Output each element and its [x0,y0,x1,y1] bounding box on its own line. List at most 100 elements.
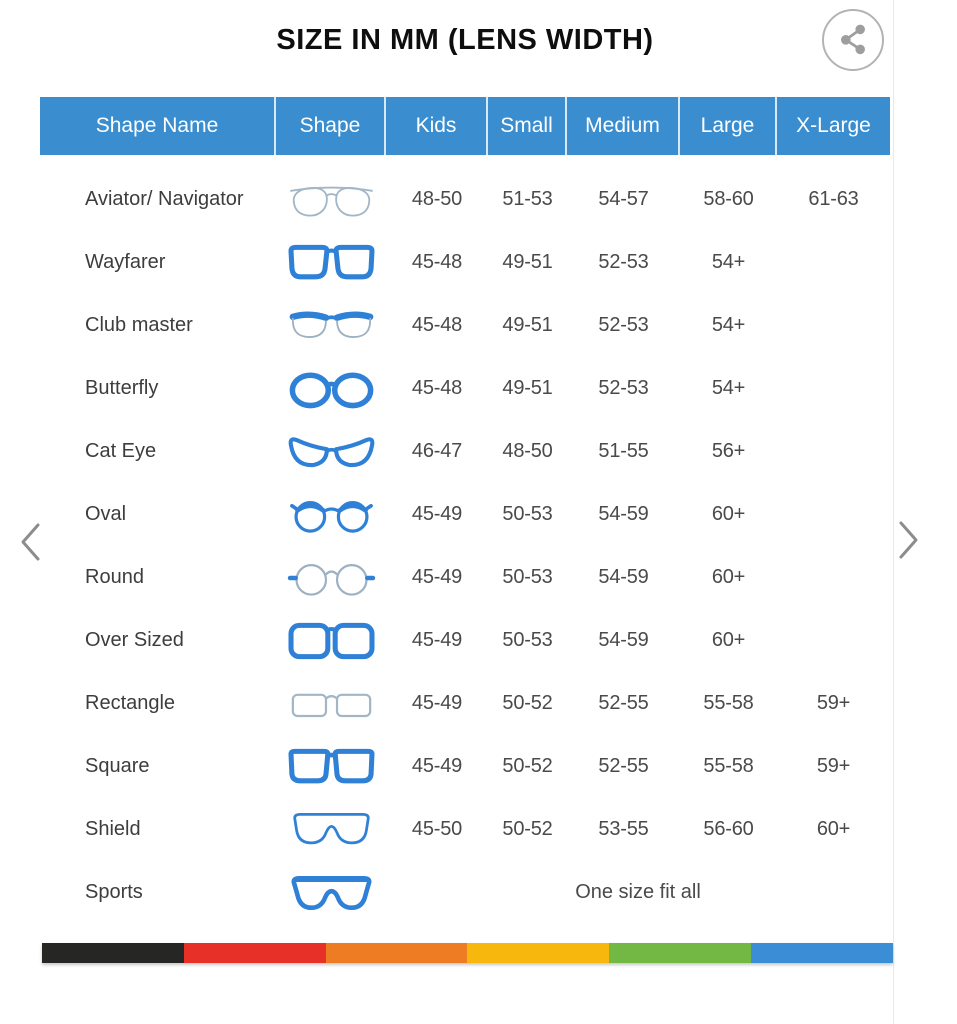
column-header-kids: Kids [386,97,488,155]
square-glasses-icon [276,735,386,798]
slide-divider [893,0,894,1024]
chevron-left-icon [17,521,43,566]
xlarge-value [777,357,890,420]
table-row: Shield 45-50 50-52 53-55 56-60 60+ [40,798,890,861]
small-value: 50-53 [502,503,553,525]
carousel-prev-button[interactable] [13,521,47,565]
chevron-right-icon [896,519,922,564]
rectangle-glasses-icon [276,672,386,735]
share-button[interactable] [822,9,884,71]
kids-value: 45-48 [411,251,463,273]
round-glasses-icon [276,546,386,609]
column-header-shape-name: Shape Name [40,97,276,155]
butterfly-glasses-icon [276,357,386,420]
medium-value: 54-59 [598,629,649,651]
large-value: 60+ [711,566,746,588]
kids-value: 48-50 [411,188,463,210]
small-value: 49-51 [502,251,553,273]
medium-value: 52-53 [598,251,649,273]
aviator-glasses-icon [276,168,386,231]
kids-value: 45-48 [411,377,463,399]
color-bar-segment [609,943,752,963]
large-value: 54+ [711,251,746,273]
large-value: 54+ [711,314,746,336]
shield-glasses-icon [276,798,386,861]
xlarge-value: 59+ [816,755,851,777]
small-value: 50-52 [502,755,553,777]
table-row: Over Sized 45-49 50-53 54-59 60+ [40,609,890,672]
xlarge-value: 61-63 [808,188,859,210]
table-header-row: Shape Name Shape Kids Small Medium Large… [40,97,890,155]
xlarge-value [777,231,890,294]
small-value: 50-53 [502,566,553,588]
large-value: 56-60 [703,818,754,840]
one-size-note: One size fit all [575,881,701,903]
medium-value: 52-55 [598,692,649,714]
table-row: Wayfarer 45-48 49-51 52-53 54+ [40,231,890,294]
small-value: 50-52 [502,692,553,714]
xlarge-value [777,546,890,609]
shape-name: Aviator/ Navigator [85,188,244,210]
shape-name: Oval [85,503,127,525]
column-header-medium: Medium [567,97,680,155]
shape-name: Rectangle [85,692,176,714]
table-row: Club master 45-48 49-51 52-53 54+ [40,294,890,357]
kids-value: 45-49 [411,566,463,588]
shape-name: Sports [85,881,143,903]
shape-name: Wayfarer [85,251,166,273]
table-row: Round 45-49 50-53 54-59 60+ [40,546,890,609]
large-value: 55-58 [703,755,754,777]
small-value: 50-53 [502,629,553,651]
oversized-glasses-icon [276,609,386,672]
kids-value: 45-49 [411,629,463,651]
color-bar-segment [42,943,184,963]
table-row: Oval 45-49 50-53 54-59 60+ [40,483,890,546]
large-value: 58-60 [703,188,754,210]
table-row: Square 45-49 50-52 52-55 55-58 59+ [40,735,890,798]
column-header-small: Small [488,97,567,155]
small-value: 49-51 [502,314,553,336]
kids-value: 45-48 [411,314,463,336]
shape-name: Over Sized [85,629,184,651]
small-value: 49-51 [502,377,553,399]
color-bar-segment [183,943,326,963]
clubmaster-glasses-icon [276,294,386,357]
share-icon [833,19,873,62]
table-row: Cat Eye 46-47 48-50 51-55 56+ [40,420,890,483]
sports-glasses-icon [276,861,386,924]
color-bar-segment [467,943,610,963]
large-value: 60+ [711,629,746,651]
size-table: Shape Name Shape Kids Small Medium Large… [40,97,890,155]
large-value: 55-58 [703,692,754,714]
table-row: Aviator/ Navigator 48-50 51-53 54-57 58-… [40,168,890,231]
oval-glasses-icon [276,483,386,546]
small-value: 48-50 [502,440,553,462]
medium-value: 53-55 [598,818,649,840]
xlarge-value [777,609,890,672]
large-value: 60+ [711,503,746,525]
page-title: SIZE IN MM (LENS WIDTH) [276,24,654,56]
wayfarer-glasses-icon [276,231,386,294]
table-row: Sports One size fit all [40,861,890,924]
brand-color-bar [42,943,893,963]
medium-value: 54-57 [598,188,649,210]
shape-name: Club master [85,314,193,336]
kids-value: 45-49 [411,755,463,777]
table-body: Aviator/ Navigator 48-50 51-53 54-57 58-… [40,168,890,924]
kids-value: 45-50 [411,818,463,840]
medium-value: 52-55 [598,755,649,777]
column-header-large: Large [680,97,777,155]
xlarge-value [777,483,890,546]
medium-value: 54-59 [598,503,649,525]
carousel-next-button[interactable] [892,519,926,563]
small-value: 50-52 [502,818,553,840]
shape-name: Butterfly [85,377,159,399]
table-row: Rectangle 45-49 50-52 52-55 55-58 59+ [40,672,890,735]
xlarge-value [777,420,890,483]
color-bar-segment [325,943,468,963]
kids-value: 45-49 [411,692,463,714]
column-header-xlarge: X-Large [796,114,871,137]
kids-value: 45-49 [411,503,463,525]
shape-name: Round [85,566,144,588]
